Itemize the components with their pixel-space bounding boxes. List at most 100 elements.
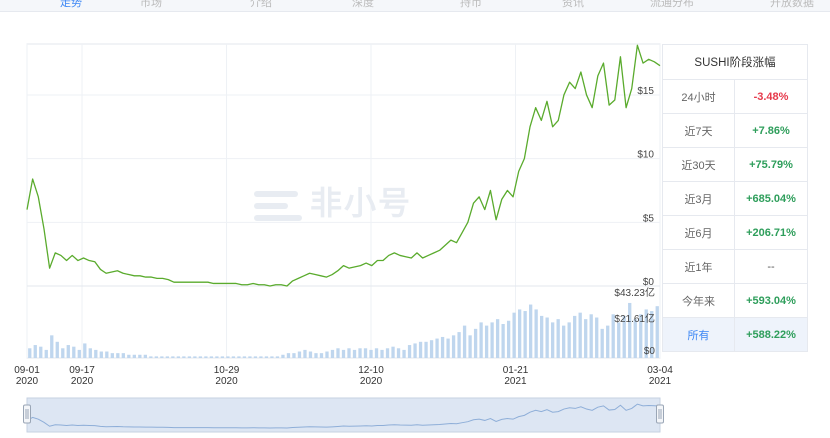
- volume-bar: [457, 332, 461, 358]
- volume-bar: [28, 348, 32, 358]
- stats-period[interactable]: 今年来: [662, 283, 735, 318]
- navigator-left-handle[interactable]: [23, 404, 31, 424]
- stats-value: +593.04%: [734, 283, 808, 318]
- tab-7[interactable]: 开放数据: [770, 0, 814, 8]
- stats-period[interactable]: 近7天: [662, 113, 735, 148]
- volume-bar: [429, 340, 434, 358]
- volume-bar: [600, 328, 604, 358]
- price-line: [26, 44, 661, 287]
- volume-bar: [116, 353, 120, 358]
- volume-bar: [132, 354, 136, 358]
- tab-1[interactable]: 市场: [140, 0, 162, 8]
- volume-bar: [462, 325, 467, 358]
- volume-bar: [617, 322, 621, 358]
- x-tick-year: 2020: [16, 376, 39, 387]
- volume-bar: [88, 348, 92, 358]
- watermark-text: 非小号: [310, 185, 413, 221]
- volume-bar: [127, 354, 131, 358]
- volume-bar: [545, 317, 549, 358]
- price-y-tick: $15: [637, 86, 654, 97]
- volume-bar: [297, 351, 302, 358]
- volume-bar: [72, 346, 76, 358]
- stats-period[interactable]: 近6月: [662, 215, 735, 250]
- stats-row[interactable]: 近1年 --: [662, 249, 808, 284]
- volume-bar: [595, 317, 599, 358]
- stats-row[interactable]: 今年来 +593.04%: [662, 283, 808, 318]
- stats-row[interactable]: 近3月 +685.04%: [662, 181, 808, 216]
- tab-4[interactable]: 持币: [460, 0, 482, 8]
- volume-bar: [440, 336, 445, 358]
- volume-bar: [363, 348, 368, 358]
- volume-bar: [44, 349, 48, 358]
- volume-bar: [99, 351, 103, 358]
- x-tick-year: 2021: [504, 376, 527, 387]
- volume-bar: [248, 356, 252, 358]
- stats-row[interactable]: 24小时 -3.48%: [662, 79, 808, 114]
- volume-bar: [435, 338, 439, 358]
- volume-y-tick: $43.23亿: [614, 286, 655, 299]
- volume-bar: [39, 346, 43, 358]
- stats-row[interactable]: 所有 +588.22%: [662, 317, 808, 352]
- volume-bar: [562, 325, 566, 358]
- volume-bar: [369, 349, 373, 358]
- volume-bar: [573, 315, 577, 358]
- tab-5[interactable]: 资讯: [562, 0, 584, 8]
- volume-bar: [407, 345, 412, 358]
- volume-bar: [551, 322, 555, 358]
- stats-row[interactable]: 近7天 +7.86%: [662, 113, 808, 148]
- price-y-tick: $10: [637, 150, 654, 161]
- volume-bar: [446, 338, 450, 358]
- volume-bar: [341, 349, 346, 358]
- volume-bar: [319, 353, 324, 358]
- x-tick-date: 03-04: [647, 365, 673, 376]
- stats-period[interactable]: 所有: [662, 317, 735, 352]
- tab-2[interactable]: 介绍: [250, 0, 272, 8]
- volume-bar: [270, 356, 274, 358]
- x-axis: 09-01202009-17202010-29202012-10202001-2…: [14, 365, 673, 387]
- volume-bar: [303, 349, 307, 358]
- range-navigator[interactable]: [23, 397, 664, 433]
- volume-bar: [622, 315, 626, 358]
- volume-bar: [121, 353, 125, 358]
- watermark-icon: [254, 189, 304, 223]
- navigator-line: [26, 403, 661, 429]
- x-tick-date: 01-21: [503, 365, 529, 376]
- watermark-logo: 非小号: [254, 178, 412, 224]
- x-tick-year: 2021: [649, 376, 672, 387]
- stats-period[interactable]: 24小时: [662, 79, 735, 114]
- volume-bar: [209, 356, 214, 358]
- stats-period[interactable]: 近3月: [662, 181, 735, 216]
- volume-bar: [451, 335, 456, 358]
- volume-bar: [110, 353, 114, 358]
- volume-bar: [655, 306, 659, 358]
- stats-value: +7.86%: [734, 113, 808, 148]
- price-y-tick: $5: [643, 213, 655, 224]
- volume-bar: [567, 322, 571, 358]
- x-tick-year: 2020: [360, 376, 383, 387]
- volume-bar: [149, 356, 153, 358]
- navigator-right-handle[interactable]: [656, 404, 664, 424]
- volume-bars: [28, 302, 659, 358]
- volume-bar: [33, 345, 37, 358]
- volume-bar: [94, 349, 98, 358]
- stats-row[interactable]: 近6月 +206.71%: [662, 215, 808, 250]
- volume-bar: [473, 328, 478, 358]
- stats-period[interactable]: 近1年: [662, 249, 735, 284]
- tab-0[interactable]: 走势: [60, 0, 82, 8]
- volume-bar: [61, 348, 65, 358]
- stats-row[interactable]: 近30天 +75.79%: [662, 147, 808, 182]
- volume-bar: [50, 335, 54, 358]
- volume-bar: [204, 356, 208, 358]
- volume-bar: [198, 356, 203, 358]
- volume-bar: [352, 349, 357, 358]
- volume-y-tick: $0: [644, 346, 656, 357]
- volume-bar: [628, 302, 632, 358]
- stats-period[interactable]: 近30天: [662, 147, 735, 182]
- volume-bar: [275, 356, 280, 358]
- tab-6[interactable]: 流通分布: [650, 0, 694, 8]
- volume-bar: [325, 351, 329, 358]
- volume-bar: [578, 312, 582, 358]
- x-tick-date: 12-10: [358, 365, 384, 376]
- tab-3[interactable]: 深度: [352, 0, 374, 8]
- volume-bar: [484, 325, 489, 358]
